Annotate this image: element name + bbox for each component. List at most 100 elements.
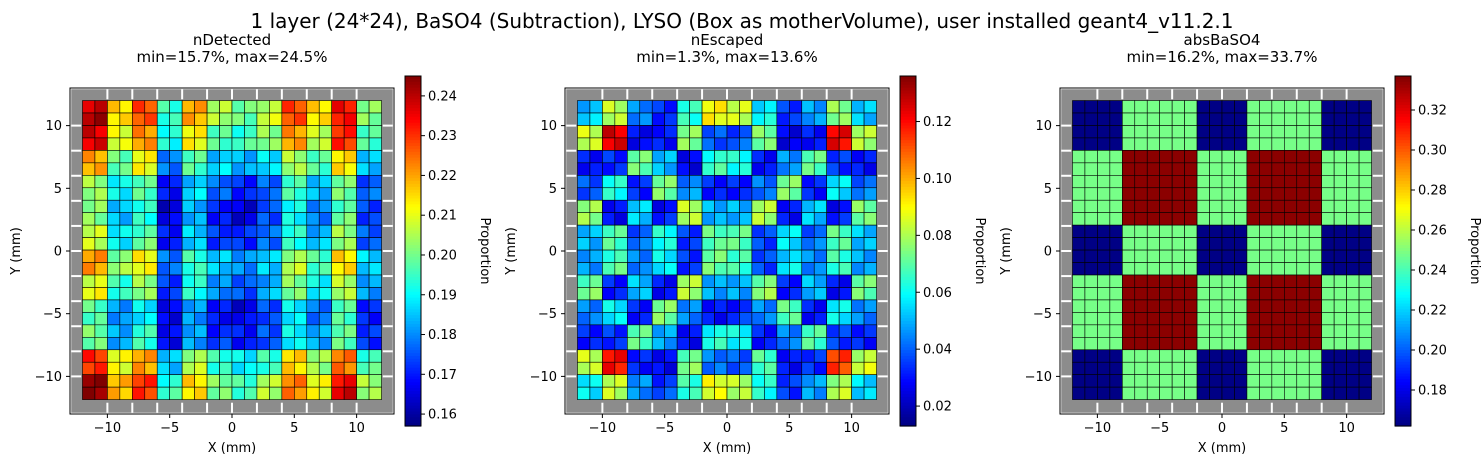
heatmap-cell <box>826 274 840 288</box>
heatmap-cell <box>156 125 170 139</box>
heatmap-cell <box>281 312 295 326</box>
y-tick-label: 10 <box>540 119 557 134</box>
heatmap-cell <box>1146 150 1160 164</box>
heatmap-cell <box>119 312 133 326</box>
heatmap-cell <box>169 100 183 114</box>
heatmap-cell <box>1122 274 1136 288</box>
heatmap-cell <box>343 312 357 326</box>
heatmap-cell <box>306 374 320 388</box>
heatmap-cell <box>813 287 827 301</box>
heatmap-cell <box>1184 199 1198 213</box>
heatmap-cell <box>1184 262 1198 276</box>
heatmap-cell <box>851 224 865 238</box>
heatmap-cell <box>714 175 728 189</box>
heatmap-cell <box>789 374 803 388</box>
heatmap-cell <box>94 162 108 176</box>
heatmap-cell <box>1296 224 1310 238</box>
heatmap-cell <box>1346 212 1360 226</box>
heatmap-cell <box>82 374 96 388</box>
heatmap-cell <box>714 386 728 400</box>
heatmap-cell <box>1358 274 1372 288</box>
y-tick-label: −10 <box>530 370 557 385</box>
heatmap-cell <box>194 274 208 288</box>
heatmap-cell <box>1346 150 1360 164</box>
heatmap-cell <box>714 274 728 288</box>
heatmap-cell <box>751 386 765 400</box>
colorbar-tick-label: 0.17 <box>428 368 457 383</box>
heatmap-cell <box>294 137 308 151</box>
heatmap-cell <box>1246 199 1260 213</box>
heatmap-cell <box>368 324 382 338</box>
heatmap-cell <box>826 150 840 164</box>
heatmap-cell <box>132 274 146 288</box>
heatmap-cell <box>651 175 665 189</box>
heatmap-cell <box>306 125 320 139</box>
heatmap-cell <box>639 100 653 114</box>
heatmap-cell <box>602 312 616 326</box>
heatmap-cell <box>343 162 357 176</box>
heatmap-cell <box>627 374 641 388</box>
heatmap-cell <box>343 386 357 400</box>
heatmap-cell <box>664 112 678 126</box>
heatmap-cell <box>256 212 270 226</box>
heatmap-cell <box>1171 274 1185 288</box>
heatmap-cell <box>169 137 183 151</box>
heatmap-cell <box>776 125 790 139</box>
heatmap-cell <box>1358 299 1372 313</box>
heatmap-cell <box>851 262 865 276</box>
heatmap-cell <box>1209 125 1223 139</box>
heatmap-cell <box>1184 137 1198 151</box>
heatmap-cell <box>577 224 591 238</box>
heatmap-cell <box>726 299 740 313</box>
heatmap-cell <box>851 137 865 151</box>
heatmap-cell <box>219 262 233 276</box>
heatmap-cell <box>1134 212 1148 226</box>
heatmap-cell <box>1134 162 1148 176</box>
heatmap-cell <box>639 361 653 375</box>
heatmap-cell <box>1221 212 1235 226</box>
heatmap-cell <box>132 175 146 189</box>
heatmap-cell <box>764 199 778 213</box>
heatmap-cell <box>1246 112 1260 126</box>
heatmap-cell <box>1209 100 1223 114</box>
heatmap-cell <box>269 137 283 151</box>
heatmap-cell <box>169 361 183 375</box>
heatmap-cell <box>343 125 357 139</box>
heatmap-cell <box>256 100 270 114</box>
heatmap-cell <box>1308 199 1322 213</box>
heatmap-cell <box>739 175 753 189</box>
heatmap-cell <box>119 199 133 213</box>
heatmap-cell <box>1246 324 1260 338</box>
heatmap-cell <box>739 199 753 213</box>
heatmap-cell <box>281 199 295 213</box>
heatmap-cell <box>1072 100 1086 114</box>
heatmap-cell <box>231 125 245 139</box>
heatmap-cell <box>1296 249 1310 263</box>
heatmap-cell <box>1122 324 1136 338</box>
y-axis-label: Y (mm) <box>504 227 519 276</box>
heatmap-cell <box>1196 349 1210 363</box>
heatmap-cell <box>701 187 715 201</box>
heatmap-cell <box>82 299 96 313</box>
heatmap-cell <box>1134 175 1148 189</box>
heatmap-cell <box>726 262 740 276</box>
heatmap-cell <box>739 224 753 238</box>
heatmap-cell <box>368 162 382 176</box>
heatmap-cell <box>219 299 233 313</box>
heatmap-cell <box>764 349 778 363</box>
heatmap-cell <box>664 162 678 176</box>
heatmap-cell <box>577 287 591 301</box>
heatmap-cell <box>614 386 628 400</box>
heatmap-cell <box>119 299 133 313</box>
heatmap-cell <box>676 237 690 251</box>
heatmap-cell <box>838 349 852 363</box>
heatmap-cell <box>94 199 108 213</box>
heatmap-cell <box>1358 237 1372 251</box>
heatmap-cell <box>838 224 852 238</box>
heatmap-cell <box>181 337 195 351</box>
heatmap-cell <box>813 100 827 114</box>
heatmap-cell <box>1259 386 1273 400</box>
heatmap-cell <box>144 237 158 251</box>
heatmap-cell <box>602 212 616 226</box>
heatmap-cell <box>664 287 678 301</box>
